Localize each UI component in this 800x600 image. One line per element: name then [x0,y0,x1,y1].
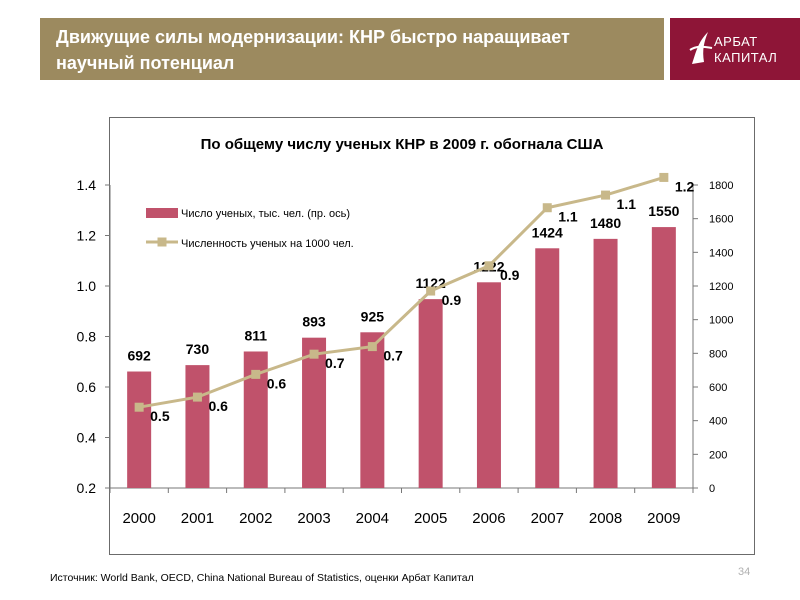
x-tick-label: 2006 [472,510,505,527]
line-value-label: 0.7 [383,348,403,364]
bar-value-label: 1480 [590,215,621,231]
bar [360,332,385,488]
x-tick-label: 2009 [647,510,680,527]
bar [476,282,501,488]
right-tick-label: 1400 [709,247,733,259]
page-title: Движущие силы модернизации: КНР быстро н… [56,24,646,76]
line-series [138,175,665,409]
bar-value-label: 692 [127,348,151,364]
line-point [251,369,261,379]
bar [127,371,152,488]
legend-line-marker [157,237,167,247]
right-tick-label: 600 [709,382,727,394]
bar-value-label: 1550 [648,203,679,219]
left-tick-label: 0.4 [77,430,97,446]
line-value-label: 1.1 [558,209,578,225]
line-value-label: 1.2 [675,178,695,194]
bar [418,299,443,488]
line-value-label: 0.6 [208,398,228,414]
line-value-label: 0.5 [150,408,170,424]
bar [302,337,327,488]
line-point [309,349,319,359]
line-point [134,402,144,412]
right-tick-label: 1000 [709,315,733,327]
line-value-label: 0.7 [325,355,345,371]
right-tick-label: 0 [709,483,715,495]
x-tick-label: 2004 [356,510,389,527]
bar [185,365,210,488]
right-tick-label: 1800 [709,180,733,192]
page-title-line-1: Движущие силы модернизации: КНР быстро н… [56,27,570,47]
x-tick-label: 2007 [531,510,564,527]
bar-value-label: 925 [361,308,385,324]
left-tick-label: 0.2 [77,480,97,496]
x-tick-label: 2002 [239,510,272,527]
right-tick-label: 1600 [709,214,733,226]
left-tick-label: 1.2 [77,228,97,244]
legend-bar-label: Число ученых, тыс. чел. (пр. ось) [181,208,350,220]
x-tick-label: 2005 [414,510,447,527]
logo-text-line-1: АРБАТ [714,34,758,49]
line-point [484,261,494,271]
bar [593,238,618,488]
logo-mark-icon [689,32,713,64]
line-value-label: 0.9 [442,292,462,308]
bar-value-label: 730 [186,341,210,357]
line-point [426,286,436,296]
source-note: Источник: World Bank, OECD, China Nation… [50,572,474,584]
legend-line-label: Численность ученых на 1000 чел. [181,238,354,250]
right-tick-label: 400 [709,416,727,428]
left-tick-label: 0.8 [77,329,97,345]
line-value-label: 1.1 [617,196,637,212]
page-title-line-2: научный потенциал [56,53,235,73]
line-point [367,342,377,352]
line-point [192,392,202,402]
line-point [542,203,552,213]
x-tick-label: 2000 [122,510,155,527]
bar-value-label: 811 [244,327,267,343]
right-tick-label: 200 [709,449,727,461]
left-tick-label: 1.4 [77,177,97,193]
chart-title: По общему числу ученых КНР в 2009 г. обо… [201,136,604,153]
bar [535,248,560,488]
line-point [601,190,611,200]
bar-value-label: 1424 [532,224,563,240]
right-tick-label: 800 [709,348,727,360]
left-tick-label: 0.6 [77,379,97,395]
bar-value-label: 893 [302,314,326,330]
header-band [40,18,664,80]
left-tick-label: 1.0 [77,278,97,294]
right-tick-label: 1200 [709,281,733,293]
x-tick-label: 2001 [181,510,214,527]
page-number: 34 [738,566,751,578]
legend-bar-swatch [146,208,178,218]
line-value-label: 0.9 [500,267,520,283]
x-tick-label: 2003 [297,510,330,527]
logo-text-line-2: КАПИТАЛ [714,50,778,65]
x-tick-label: 2008 [589,510,622,527]
line-value-label: 0.6 [267,375,287,391]
line-point [659,172,669,182]
bar [651,227,676,489]
